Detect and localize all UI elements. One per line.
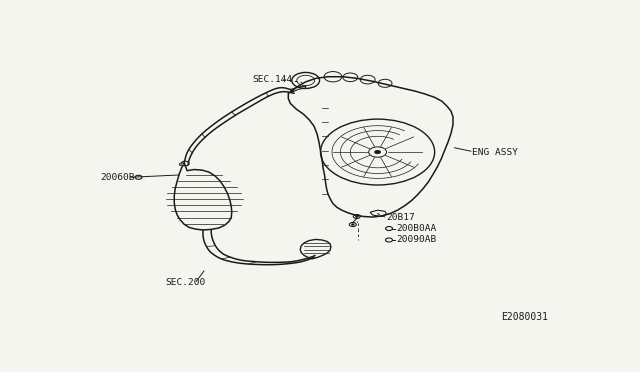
Circle shape <box>355 216 358 217</box>
Text: E2080031: E2080031 <box>502 312 548 322</box>
Circle shape <box>351 224 355 225</box>
Text: 200B0AA: 200B0AA <box>396 224 436 233</box>
Text: SEC.144: SEC.144 <box>253 74 293 83</box>
Text: SEC.200: SEC.200 <box>165 279 205 288</box>
Text: 20B17: 20B17 <box>387 212 415 222</box>
Text: ENG ASSY: ENG ASSY <box>472 148 518 157</box>
Text: 20060B: 20060B <box>100 173 134 182</box>
Circle shape <box>374 150 381 154</box>
Circle shape <box>179 163 184 166</box>
Text: 20090AB: 20090AB <box>396 235 436 244</box>
